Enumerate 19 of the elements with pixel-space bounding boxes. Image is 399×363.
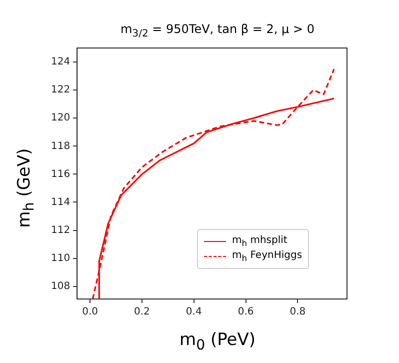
y-tick-label: 110	[50, 252, 70, 264]
y-tick-label: 108	[50, 280, 70, 292]
x-tick-label: 0.8	[290, 306, 306, 318]
y-tick-label: 116	[50, 168, 70, 180]
line-series	[92, 68, 335, 299]
x-tick-label: 0.0	[82, 306, 98, 318]
y-tick-label: 122	[50, 84, 70, 96]
x-tick-label: 0.6	[238, 306, 254, 318]
x-tick-label: 0.2	[134, 306, 150, 318]
x-tick-label: 0.4	[186, 306, 202, 318]
legend-label: m$_{h}$ FeynHiggs	[232, 250, 302, 262]
y-tick-label: 118	[50, 140, 70, 152]
legend-label: m$_{h}$ mhsplit	[232, 234, 288, 248]
x-axis-title: m$_{0}$ (PeV)	[178, 330, 256, 353]
y-tick-label: 124	[50, 56, 70, 68]
chart-title: m$_{3/2}$ = 950TeV, tan β = 2, μ > 0	[120, 22, 316, 40]
y-tick-label: 114	[50, 196, 70, 208]
y-tick-label: 112	[50, 224, 70, 236]
y-tick-label: 120	[50, 112, 70, 124]
